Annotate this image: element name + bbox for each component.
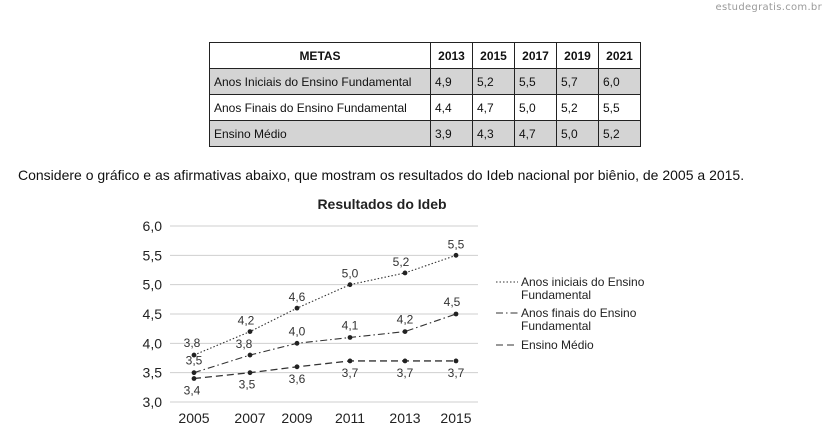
data-point	[402, 329, 408, 334]
legend-entry-3: Ensino Médio	[521, 338, 594, 352]
data-label: 3,8	[236, 337, 253, 351]
cell-value: 4,3	[472, 120, 515, 147]
watermark-text: estudegratis.com.br	[715, 2, 822, 13]
table-header-row: METAS 2013 2015 2017 2019 2021	[209, 42, 641, 69]
data-point	[347, 335, 353, 340]
cell-value: 5,2	[472, 68, 515, 95]
table-row: Ensino Médio 3,9 4,3 4,7 5,0 5,2	[209, 120, 641, 147]
y-tick-label: 6,0	[143, 218, 163, 234]
y-tick-label: 3,0	[143, 394, 163, 410]
x-tick-label: 2005	[178, 410, 209, 426]
data-label: 3,8	[184, 336, 201, 350]
header-2021: 2021	[598, 42, 641, 69]
series-line-2	[193, 313, 457, 374]
data-point	[402, 270, 408, 276]
x-tick-label: 2015	[440, 410, 471, 426]
cell-value: 5,5	[514, 68, 557, 95]
data-label: 3,7	[342, 366, 359, 380]
data-point	[247, 329, 253, 334]
cell-value: 5,5	[598, 94, 641, 121]
data-label: 3,5	[239, 378, 256, 392]
legend-entry-2: Anos finais do Ensino Fundamental	[521, 306, 637, 333]
data-label: 3,5	[186, 354, 203, 368]
data-point	[247, 352, 253, 358]
data-label: 5,2	[393, 255, 410, 269]
x-tick-label: 2013	[389, 410, 420, 426]
data-point	[294, 305, 300, 311]
cell-value: 4,9	[430, 68, 473, 95]
header-2013: 2013	[430, 42, 473, 69]
y-tick-label: 3,5	[143, 365, 163, 381]
table-row: Anos Finais do Ensino Fundamental 4,4 4,…	[209, 94, 641, 121]
data-point	[347, 282, 353, 288]
header-metas: METAS	[209, 42, 431, 69]
data-point	[453, 252, 459, 258]
data-point	[191, 370, 197, 376]
x-tick-label: 2009	[281, 410, 312, 426]
data-point	[347, 358, 353, 364]
cell-value: 5,2	[598, 120, 641, 147]
cell-value: 5,0	[556, 120, 599, 147]
data-point	[247, 370, 253, 376]
row-label: Anos Finais do Ensino Fundamental	[209, 94, 431, 121]
data-label: 4,2	[238, 314, 255, 328]
data-point	[453, 358, 459, 364]
data-point	[294, 364, 300, 370]
y-tick-label: 4,0	[143, 335, 163, 351]
series-line-3	[193, 360, 456, 380]
x-tick-label: 2011	[335, 410, 365, 426]
y-tick-label: 5,5	[143, 247, 163, 263]
data-label: 4,0	[289, 324, 306, 338]
data-label: 4,6	[289, 290, 306, 304]
data-label: 5,0	[342, 267, 359, 281]
data-label: 4,5	[444, 295, 461, 309]
data-label: 4,2	[397, 313, 414, 327]
data-label: 3,6	[289, 372, 306, 386]
cell-value: 5,7	[556, 68, 599, 95]
data-label: 3,7	[397, 366, 414, 380]
data-point	[191, 352, 197, 358]
intro-text: Considere o gráfico e as afirmativas aba…	[18, 167, 745, 183]
data-label: 5,5	[448, 237, 465, 251]
y-tick-label: 4,5	[143, 306, 163, 322]
data-point	[453, 311, 459, 317]
header-2019: 2019	[556, 42, 599, 69]
legend-entry-1: Anos iniciais do Ensino Fundamental	[521, 275, 645, 302]
metas-table: METAS 2013 2015 2017 2019 2021 Anos Inic…	[209, 42, 641, 147]
data-point	[294, 340, 300, 346]
row-label: Anos Iniciais do Ensino Fundamental	[209, 68, 431, 95]
data-point	[402, 358, 408, 364]
data-label: 3,4	[184, 384, 201, 398]
cell-value: 3,9	[430, 120, 473, 147]
header-2017: 2017	[514, 42, 557, 69]
x-tick-label: 2007	[234, 410, 265, 426]
data-label: 3,7	[448, 366, 465, 380]
cell-value: 4,7	[514, 120, 557, 147]
y-tick-label: 5,0	[143, 277, 163, 293]
data-point	[191, 376, 197, 381]
data-label: 4,1	[342, 318, 359, 332]
chart-title: Resultados do Ideb	[317, 196, 446, 212]
row-label: Ensino Médio	[209, 120, 431, 147]
